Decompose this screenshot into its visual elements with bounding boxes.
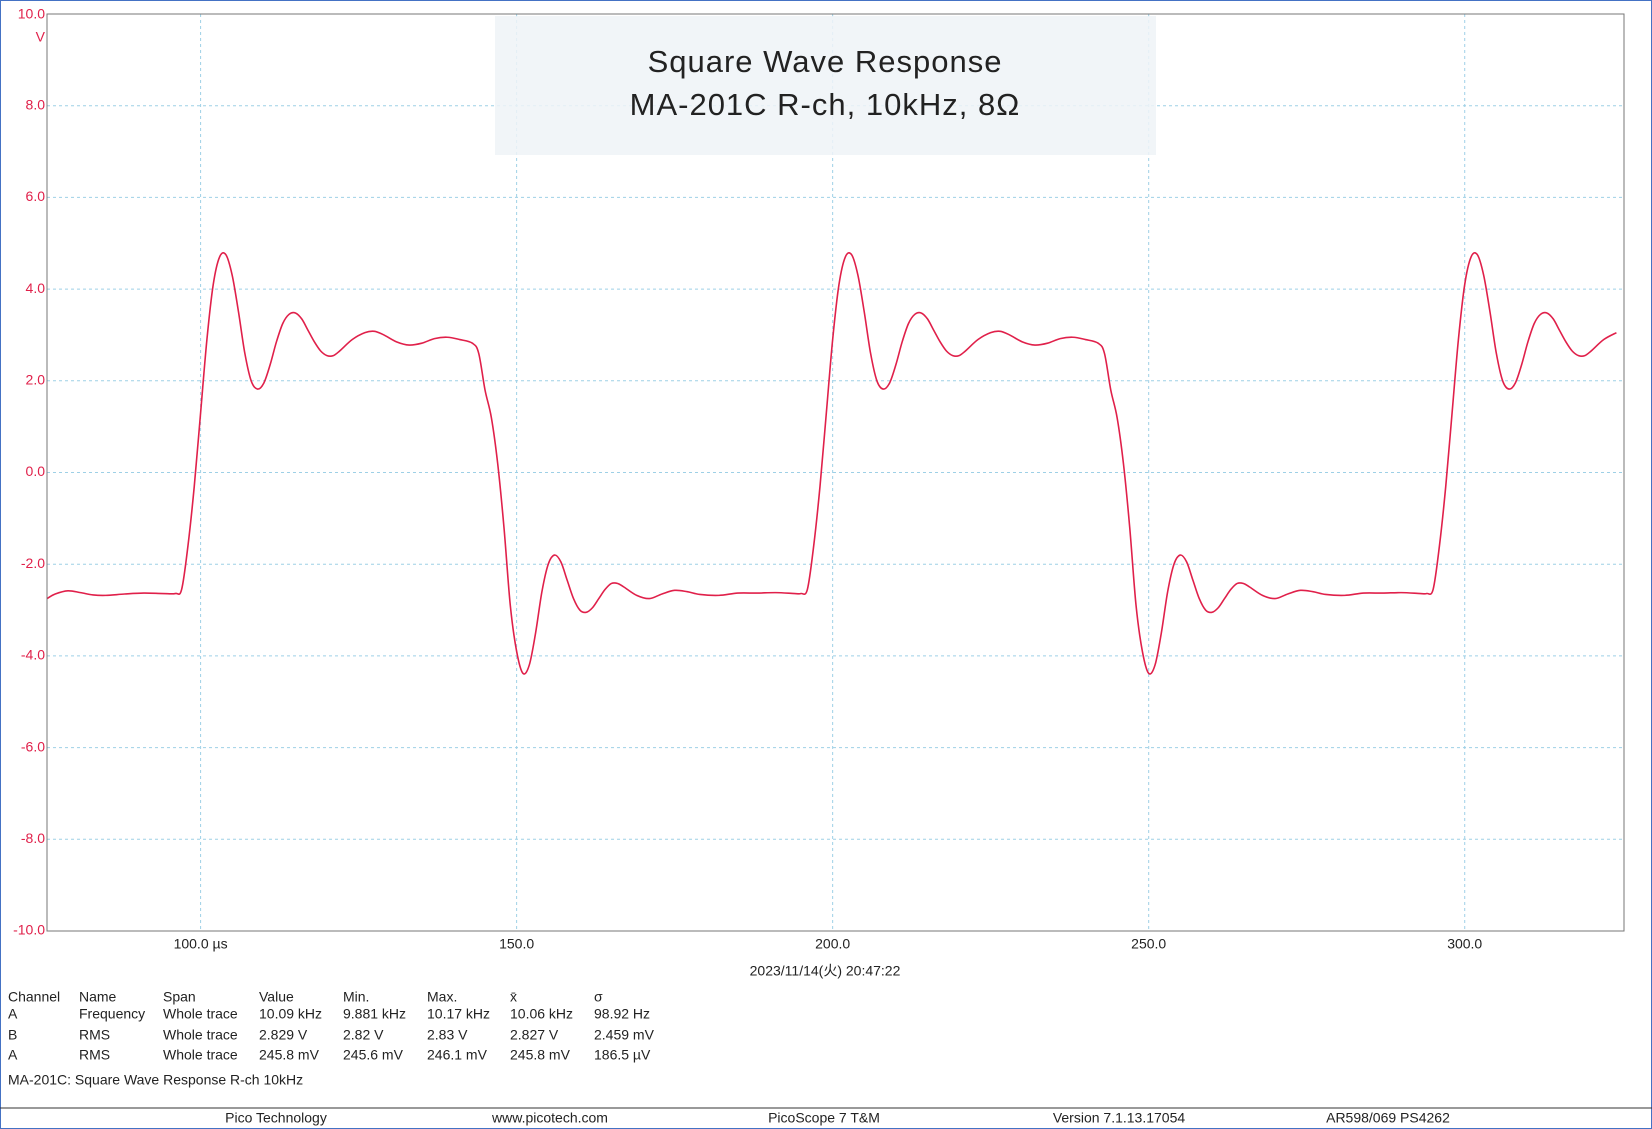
x-tick-label: 250.0	[1131, 936, 1166, 952]
table-cell: 246.1 mV	[427, 1047, 488, 1063]
chart-title: Square Wave Response	[648, 44, 1003, 79]
table-cell: A	[8, 1006, 18, 1022]
table-cell: 245.6 mV	[343, 1047, 404, 1063]
y-tick-label: 4.0	[26, 280, 46, 296]
chart-subtitle: MA-201C R-ch, 10kHz, 8Ω	[630, 87, 1021, 122]
x-tick-label: 100.0 µs	[174, 936, 228, 952]
table-cell: 9.881 kHz	[343, 1006, 406, 1022]
footer-item: PicoScope 7 T&M	[768, 1110, 880, 1126]
y-tick-label: 8.0	[26, 96, 46, 112]
table-header: Value	[259, 989, 294, 1005]
title-box	[495, 16, 1156, 155]
table-header: Channel	[8, 989, 60, 1005]
y-tick-label: -6.0	[21, 738, 45, 754]
y-unit: V	[36, 29, 46, 45]
y-tick-label: -2.0	[21, 555, 45, 571]
x-tick-label: 150.0	[499, 936, 534, 952]
table-header: σ	[594, 989, 603, 1005]
x-tick-label: 300.0	[1447, 936, 1482, 952]
table-cell: 186.5 µV	[594, 1047, 651, 1063]
table-cell: 10.09 kHz	[259, 1006, 322, 1022]
table-cell: A	[8, 1047, 18, 1063]
y-tick-label: -10.0	[13, 922, 45, 938]
table-cell: 2.82 V	[343, 1027, 384, 1043]
table-cell: 2.459 mV	[594, 1027, 655, 1043]
footer-item: Version 7.1.13.17054	[1053, 1110, 1186, 1126]
waveform	[46, 251, 1617, 675]
plot-border	[46, 13, 1625, 932]
table-cell: 2.83 V	[427, 1027, 468, 1043]
table-cell: RMS	[79, 1027, 110, 1043]
table-cell: 245.8 mV	[510, 1047, 571, 1063]
table-header: Min.	[343, 989, 369, 1005]
footer-item: Pico Technology	[225, 1110, 327, 1126]
table-cell: 245.8 mV	[259, 1047, 320, 1063]
timestamp: 2023/11/14(火) 20:47:22	[750, 963, 901, 979]
footer-item: www.picotech.com	[491, 1110, 608, 1126]
y-tick-label: 2.0	[26, 372, 46, 388]
table-cell: 10.06 kHz	[510, 1006, 573, 1022]
table-header: Max.	[427, 989, 457, 1005]
table-header: Span	[163, 989, 196, 1005]
table-cell: 98.92 Hz	[594, 1006, 650, 1022]
plot	[46, 251, 1617, 675]
y-tick-label: -8.0	[21, 830, 45, 846]
table-cell: Whole trace	[163, 1027, 238, 1043]
y-tick-label: -4.0	[21, 647, 45, 663]
table-cell: Whole trace	[163, 1047, 238, 1063]
y-tick-label: 6.0	[26, 188, 46, 204]
table-cell: Whole trace	[163, 1006, 238, 1022]
footer-item: AR598/069 PS4262	[1326, 1110, 1450, 1126]
table-cell: 2.827 V	[510, 1027, 559, 1043]
caption: MA-201C: Square Wave Response R-ch 10kHz	[8, 1072, 303, 1088]
table-cell: Frequency	[79, 1006, 145, 1022]
table-cell: 10.17 kHz	[427, 1006, 490, 1022]
table-cell: B	[8, 1027, 17, 1043]
y-tick-label: 0.0	[26, 463, 46, 479]
table-cell: RMS	[79, 1047, 110, 1063]
x-tick-label: 200.0	[815, 936, 850, 952]
table-header: Name	[79, 989, 117, 1005]
table-cell: 2.829 V	[259, 1027, 308, 1043]
y-tick-label: 10.0	[18, 6, 45, 22]
table-header: x̄	[510, 989, 517, 1005]
